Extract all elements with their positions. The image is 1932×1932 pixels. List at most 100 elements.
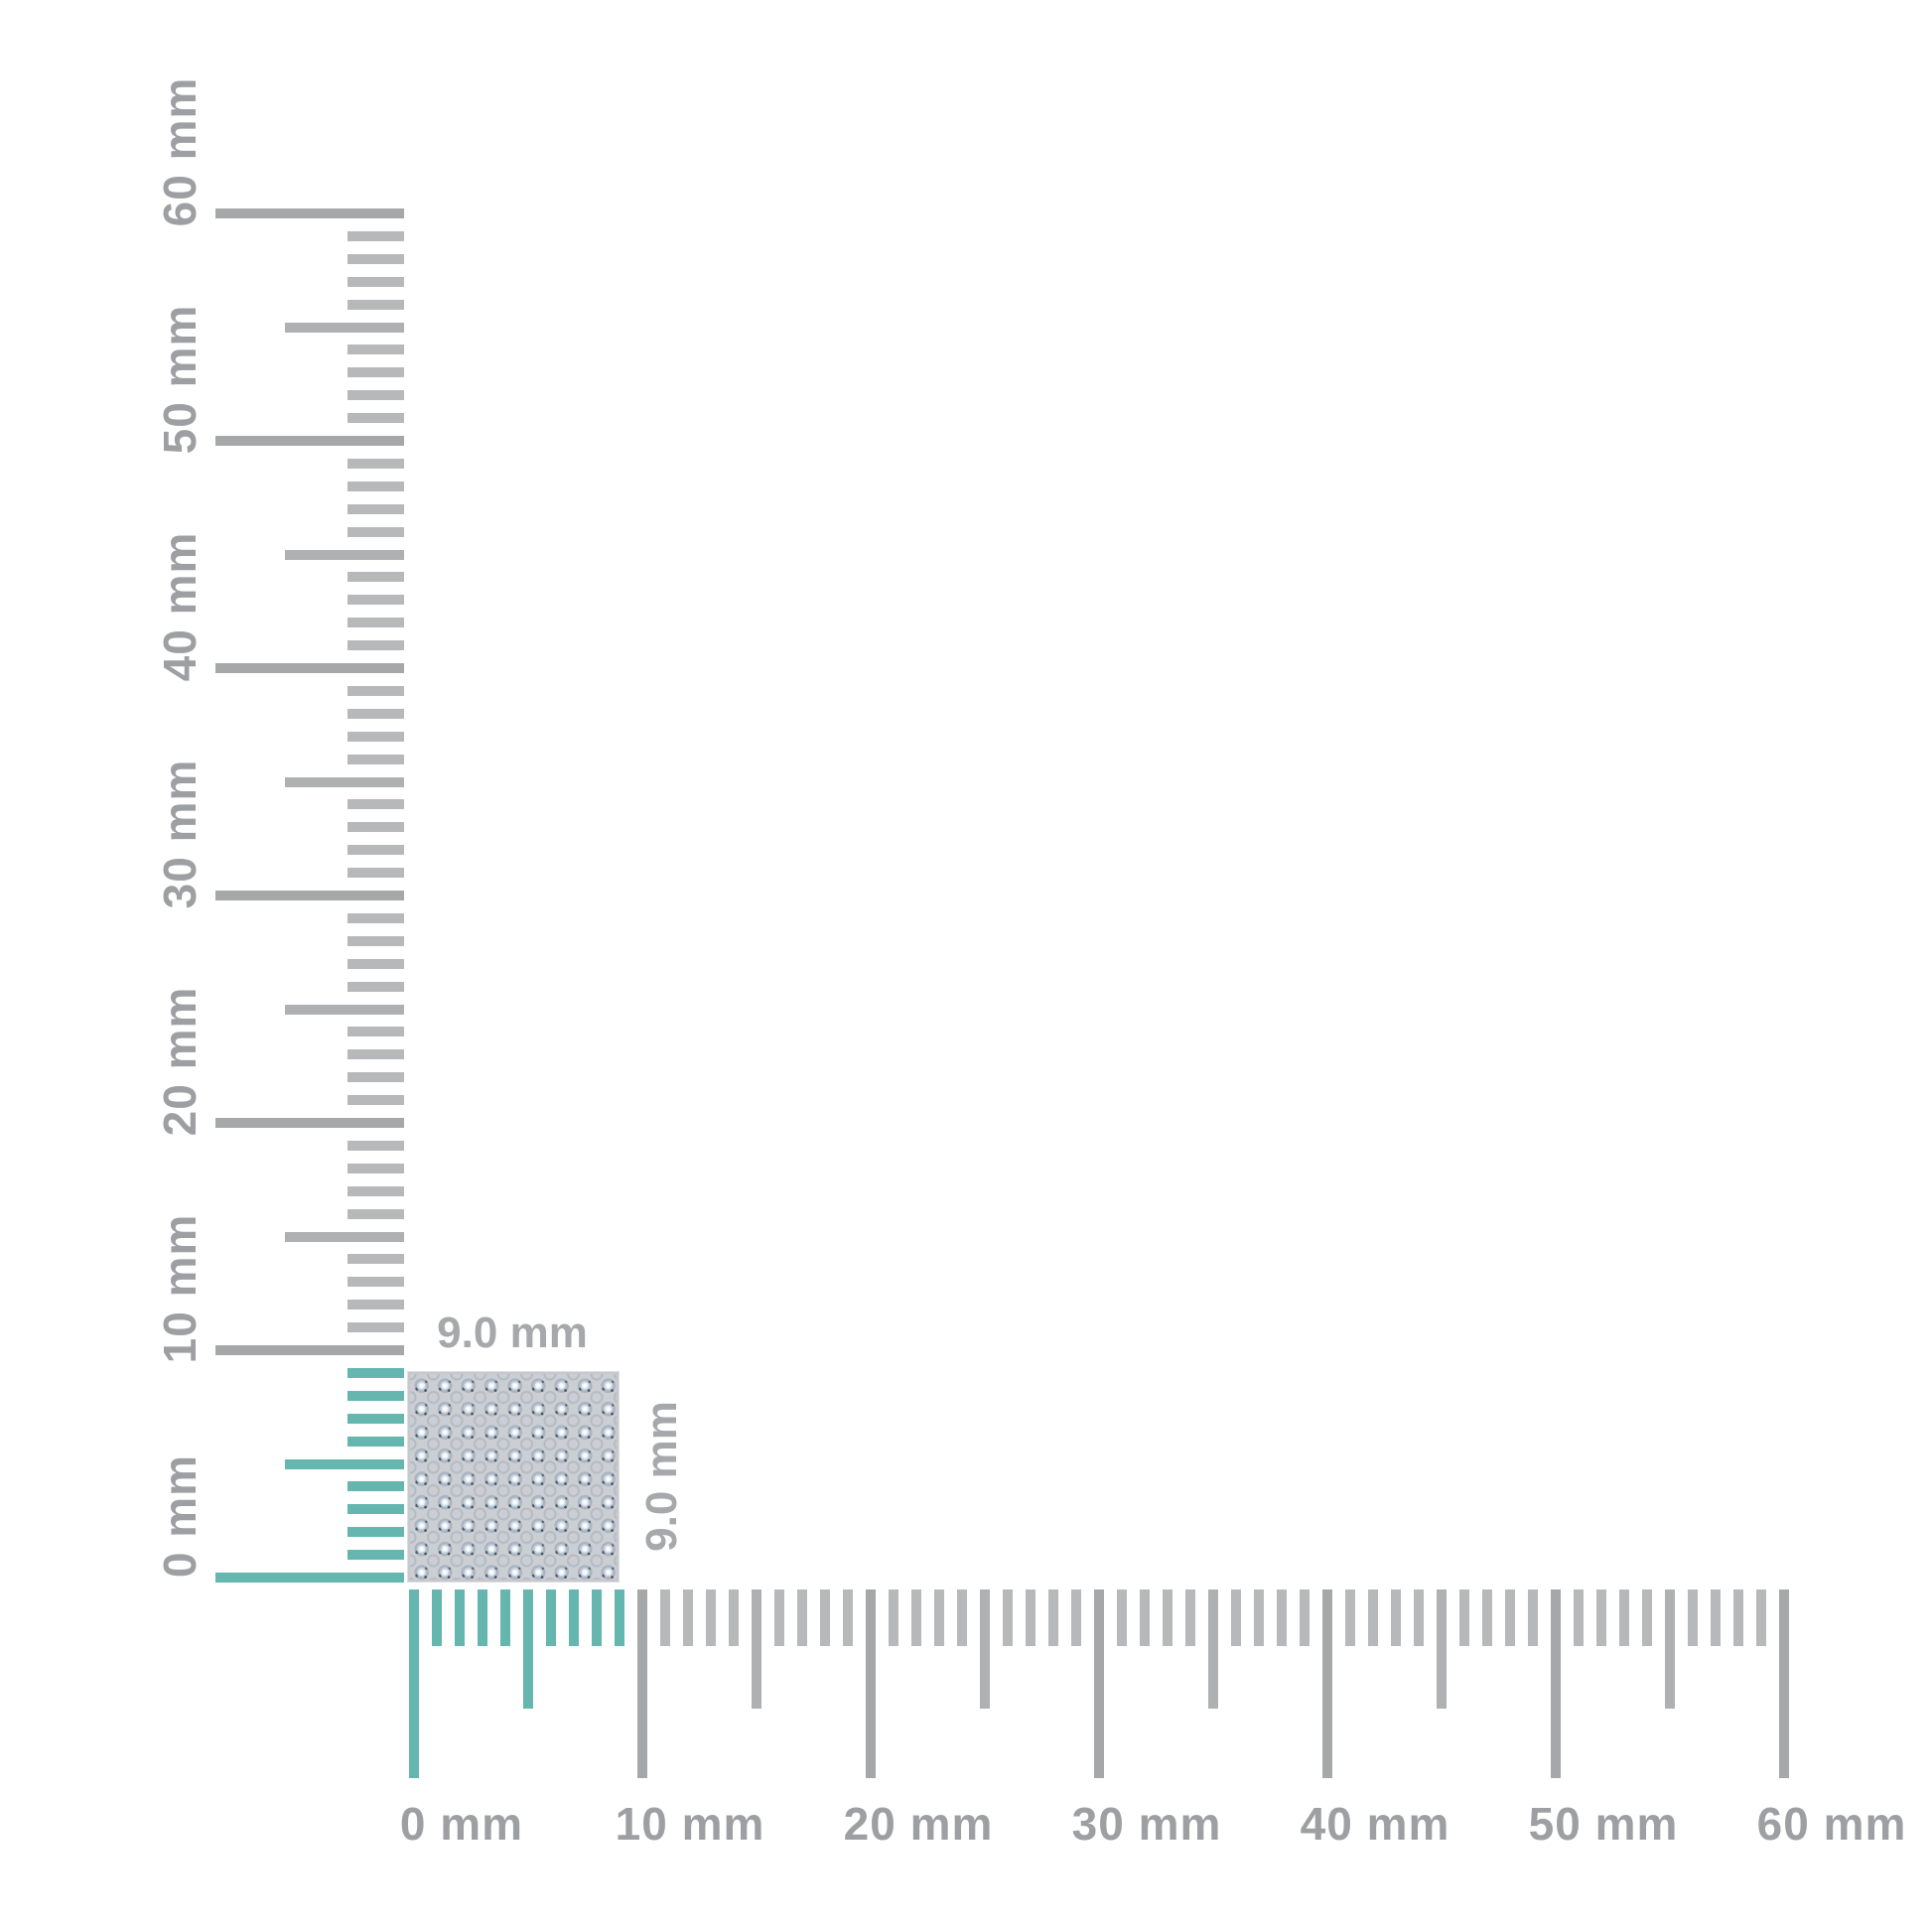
hruler-tick-12mm-minor xyxy=(683,1589,693,1646)
hruler-tick-24mm-minor xyxy=(957,1589,967,1646)
vruler-tick-18mm-minor xyxy=(347,1163,404,1173)
hruler-tick-20mm-major xyxy=(866,1589,876,1778)
specimen-height-label: 9.0 mm xyxy=(637,1401,686,1552)
vruler-tick-46mm-minor xyxy=(347,526,404,537)
hruler-tick-32mm-minor xyxy=(1140,1589,1150,1646)
vruler-tick-55mm-half xyxy=(285,322,404,333)
hruler-tick-56mm-minor xyxy=(1688,1589,1698,1646)
vruler-tick-8mm-minor xyxy=(347,1390,404,1401)
hruler-tick-16mm-minor xyxy=(774,1589,784,1646)
vruler-tick-17mm-minor xyxy=(347,1185,404,1196)
vruler-tick-6mm-minor xyxy=(347,1436,404,1447)
hruler-tick-44mm-minor xyxy=(1414,1589,1424,1646)
hruler-tick-59mm-minor xyxy=(1756,1589,1766,1646)
vruler-tick-57mm-minor xyxy=(347,276,404,287)
vruler-tick-3mm-minor xyxy=(347,1504,404,1515)
vruler-label-30mm: 30 mm xyxy=(154,759,206,909)
vruler-tick-42mm-minor xyxy=(347,618,404,628)
vruler-tick-44mm-minor xyxy=(347,572,404,583)
vruler-tick-23mm-minor xyxy=(347,1049,404,1060)
vruler-tick-20mm-major xyxy=(215,1118,404,1128)
vruler-tick-0mm-major xyxy=(215,1573,404,1583)
hruler-tick-58mm-minor xyxy=(1733,1589,1743,1646)
vruler-tick-16mm-minor xyxy=(347,1208,404,1219)
hruler-tick-39mm-minor xyxy=(1300,1589,1310,1646)
hruler-tick-36mm-minor xyxy=(1231,1589,1241,1646)
vruler-tick-33mm-minor xyxy=(347,822,404,833)
vruler-tick-48mm-minor xyxy=(347,481,404,491)
vruler-tick-27mm-minor xyxy=(347,958,404,969)
vruler-tick-49mm-minor xyxy=(347,458,404,469)
vruler-label-10mm: 10 mm xyxy=(154,1213,206,1364)
hruler-tick-51mm-minor xyxy=(1574,1589,1584,1646)
hruler-tick-52mm-minor xyxy=(1596,1589,1606,1646)
vruler-label-20mm: 20 mm xyxy=(154,986,206,1137)
hruler-tick-57mm-minor xyxy=(1711,1589,1721,1646)
hruler-tick-38mm-minor xyxy=(1277,1589,1287,1646)
vruler-tick-29mm-minor xyxy=(347,912,404,923)
hruler-tick-27mm-minor xyxy=(1026,1589,1035,1646)
hruler-tick-55mm-half xyxy=(1665,1589,1675,1709)
vruler-tick-41mm-minor xyxy=(347,640,404,651)
vruler-tick-1mm-minor xyxy=(347,1550,404,1561)
vruler-tick-58mm-minor xyxy=(347,253,404,264)
hruler-tick-22mm-minor xyxy=(911,1589,921,1646)
vruler-tick-39mm-minor xyxy=(347,685,404,696)
hruler-tick-26mm-minor xyxy=(1003,1589,1013,1646)
vruler-label-50mm: 50 mm xyxy=(154,304,206,455)
hruler-tick-25mm-half xyxy=(980,1589,990,1709)
hruler-tick-10mm-major xyxy=(637,1589,647,1778)
hruler-tick-34mm-minor xyxy=(1185,1589,1195,1646)
hruler-tick-49mm-minor xyxy=(1528,1589,1538,1646)
hruler-tick-29mm-minor xyxy=(1071,1589,1081,1646)
hruler-tick-42mm-minor xyxy=(1368,1589,1378,1646)
hruler-tick-4mm-minor xyxy=(500,1589,510,1646)
vruler-label-0mm: 0 mm xyxy=(154,1453,206,1579)
vruler-tick-10mm-major xyxy=(215,1345,404,1355)
hruler-tick-50mm-major xyxy=(1551,1589,1561,1778)
vruler-label-40mm: 40 mm xyxy=(154,531,206,682)
vruler-tick-13mm-minor xyxy=(347,1277,404,1288)
vruler-tick-32mm-minor xyxy=(347,845,404,856)
vruler-tick-45mm-half xyxy=(285,549,404,560)
hruler-tick-18mm-minor xyxy=(820,1589,830,1646)
vruler-tick-19mm-minor xyxy=(347,1140,404,1151)
hruler-label-30mm: 30 mm xyxy=(1071,1798,1222,1850)
hruler-tick-54mm-minor xyxy=(1642,1589,1652,1646)
hruler-tick-3mm-minor xyxy=(478,1589,487,1646)
vruler-tick-50mm-major xyxy=(215,436,404,446)
vruler-tick-60mm-major xyxy=(215,208,404,218)
vruler-tick-30mm-major xyxy=(215,891,404,900)
hruler-tick-2mm-minor xyxy=(455,1589,465,1646)
hruler-tick-11mm-minor xyxy=(660,1589,670,1646)
vruler-tick-28mm-minor xyxy=(347,935,404,946)
hruler-tick-13mm-minor xyxy=(706,1589,716,1646)
vruler-tick-12mm-minor xyxy=(347,1300,404,1311)
hruler-tick-8mm-minor xyxy=(592,1589,602,1646)
hruler-label-0mm: 0 mm xyxy=(399,1798,524,1850)
hruler-tick-45mm-half xyxy=(1437,1589,1447,1709)
vruler-tick-52mm-minor xyxy=(347,390,404,401)
hruler-tick-46mm-minor xyxy=(1459,1589,1469,1646)
vruler-tick-36mm-minor xyxy=(347,754,404,764)
vruler-tick-9mm-minor xyxy=(347,1367,404,1378)
hruler-tick-0mm-major xyxy=(409,1589,419,1778)
hruler-tick-28mm-minor xyxy=(1048,1589,1058,1646)
vruler-tick-5mm-half xyxy=(285,1458,404,1469)
vruler-tick-26mm-minor xyxy=(347,981,404,992)
hruler-tick-21mm-minor xyxy=(889,1589,898,1646)
vruler-tick-2mm-minor xyxy=(347,1527,404,1538)
hruler-tick-9mm-minor xyxy=(615,1589,624,1646)
vruler-tick-7mm-minor xyxy=(347,1413,404,1424)
hruler-tick-30mm-major xyxy=(1094,1589,1104,1778)
hruler-tick-15mm-half xyxy=(752,1589,761,1709)
hruler-tick-1mm-minor xyxy=(432,1589,442,1646)
vruler-tick-53mm-minor xyxy=(347,367,404,378)
hruler-tick-53mm-minor xyxy=(1619,1589,1629,1646)
hruler-tick-6mm-minor xyxy=(546,1589,556,1646)
vruler-tick-31mm-minor xyxy=(347,868,404,879)
vruler-tick-59mm-minor xyxy=(347,230,404,241)
hruler-tick-31mm-minor xyxy=(1117,1589,1127,1646)
hruler-tick-35mm-half xyxy=(1208,1589,1218,1709)
